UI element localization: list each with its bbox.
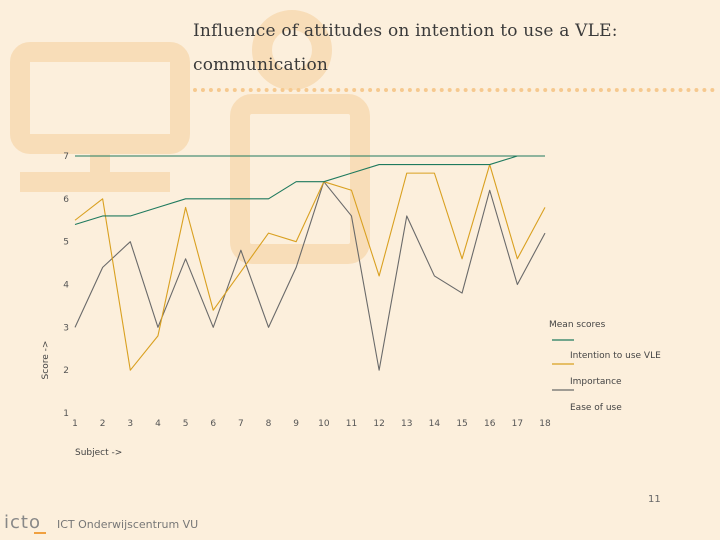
x-tick-label: 6 xyxy=(210,419,216,429)
x-tick-label: 1 xyxy=(72,419,78,429)
y-tick-label: 4 xyxy=(63,281,69,291)
x-tick-label: 15 xyxy=(456,419,467,429)
x-tick-label: 11 xyxy=(346,419,357,429)
x-tick-label: 17 xyxy=(512,419,523,429)
y-tick-label: 7 xyxy=(63,152,69,162)
x-axis-label: Subject -> xyxy=(75,448,122,458)
x-tick-label: 8 xyxy=(266,419,272,429)
x-tick-label: 9 xyxy=(293,419,299,429)
x-tick-label: 10 xyxy=(318,419,330,429)
legend-title: Mean scores xyxy=(549,320,606,330)
title-line-2: communication xyxy=(193,55,329,75)
y-tick-label: 2 xyxy=(63,366,69,376)
x-tick-label: 4 xyxy=(155,419,161,429)
legend-entry: Importance xyxy=(570,377,622,387)
x-tick-label: 3 xyxy=(127,419,133,429)
series-line xyxy=(74,181,546,371)
x-tick-label: 12 xyxy=(373,419,384,429)
series-line xyxy=(74,155,545,226)
y-tick-label: 5 xyxy=(63,238,69,248)
legend-entry: Intention to use VLE xyxy=(570,351,661,361)
title-line-1: Influence of attitudes on intention to u… xyxy=(193,21,618,41)
y-axis-label: Score -> xyxy=(41,341,51,380)
x-tick-label: 5 xyxy=(183,419,189,429)
series-line xyxy=(74,164,546,371)
x-tick-label: 14 xyxy=(429,419,441,429)
x-tick-label: 2 xyxy=(100,419,106,429)
y-tick-label: 6 xyxy=(63,195,69,205)
title-divider xyxy=(193,88,715,92)
slide-title: Influence of attitudes on intention to u… xyxy=(193,14,673,82)
legend-entry: Ease of use xyxy=(570,403,622,413)
page-number: 11 xyxy=(648,494,661,505)
x-tick-label: 13 xyxy=(401,419,412,429)
y-tick-label: 1 xyxy=(63,409,69,419)
footer-logo: icto ICT Onderwijscentrum VU xyxy=(4,512,199,534)
x-tick-label: 7 xyxy=(238,419,244,429)
logo-organisation: ICT Onderwijscentrum VU xyxy=(56,518,199,531)
x-tick-label: 18 xyxy=(539,419,551,429)
icto-logo: icto xyxy=(4,512,46,534)
x-tick-label: 16 xyxy=(484,419,496,429)
y-tick-label: 3 xyxy=(63,323,69,333)
